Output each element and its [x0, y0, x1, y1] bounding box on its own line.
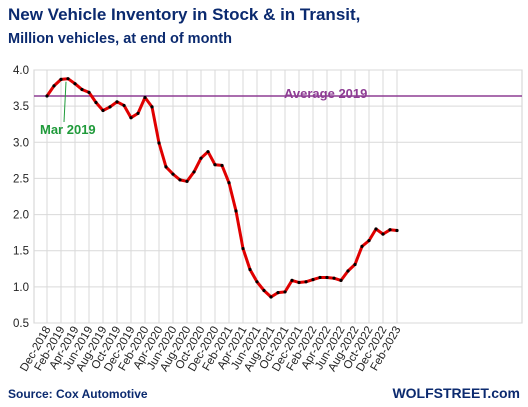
data-point	[101, 108, 105, 113]
data-point	[171, 172, 175, 176]
y-tick-label: 4.0	[13, 65, 29, 77]
y-tick-label: 1.5	[13, 246, 29, 258]
data-point	[157, 141, 161, 145]
data-point	[115, 100, 119, 104]
y-tick-label: 3.0	[13, 137, 29, 149]
data-point	[234, 209, 238, 213]
data-point	[388, 228, 392, 232]
data-point	[59, 77, 63, 81]
data-point	[346, 269, 350, 273]
data-point	[199, 156, 203, 160]
data-point	[94, 100, 98, 105]
y-tick-label: 2.5	[13, 173, 29, 185]
annotation-label: Mar 2019	[40, 122, 96, 137]
data-point	[241, 246, 245, 251]
data-point	[374, 227, 378, 231]
data-point	[297, 280, 301, 285]
series-group	[45, 77, 399, 299]
data-point	[290, 278, 294, 282]
data-point	[178, 178, 182, 182]
data-point	[192, 170, 196, 174]
y-axis: 0.5 1.0 1.5 2.0 2.5 3.0 3.5 4.0	[13, 65, 29, 330]
data-point	[108, 105, 112, 109]
series-line	[45, 77, 398, 299]
data-point	[52, 84, 56, 88]
data-point	[276, 291, 280, 295]
data-point	[353, 262, 357, 267]
reference-line-label: Average 2019	[284, 86, 367, 101]
data-point	[311, 278, 315, 282]
data-point	[339, 278, 343, 282]
data-point	[395, 228, 399, 233]
data-point	[318, 275, 322, 280]
data-point	[87, 90, 91, 95]
chart-title: New Vehicle Inventory in Stock & in Tran…	[8, 5, 360, 24]
reference-line-group: Average 2019	[34, 86, 522, 101]
data-point	[269, 295, 273, 299]
y-tick-label: 0.5	[13, 318, 29, 330]
data-point	[122, 103, 126, 108]
data-point	[73, 82, 77, 86]
data-point	[45, 94, 49, 98]
data-point	[255, 280, 259, 284]
brand-label: WOLFSTREET.com	[392, 385, 520, 401]
data-point	[227, 181, 231, 185]
data-point	[129, 116, 133, 120]
data-point	[213, 163, 217, 167]
y-tick-label: 1.0	[13, 282, 29, 294]
data-point	[143, 95, 147, 100]
data-point	[262, 288, 266, 293]
data-point	[304, 280, 308, 284]
data-point	[283, 290, 287, 294]
data-point	[66, 77, 70, 81]
data-point	[150, 105, 154, 109]
x-axis: Dec-2018Feb-2019Apr-2019Jun-2019Aug-2019…	[18, 325, 403, 374]
data-point	[248, 267, 252, 272]
data-point	[332, 276, 336, 280]
data-point	[381, 232, 385, 236]
y-tick-label: 2.0	[13, 210, 29, 222]
data-point	[325, 275, 329, 280]
gridlines	[33, 69, 523, 324]
data-point	[185, 179, 189, 183]
data-point	[360, 244, 364, 248]
annotation-group: Mar 2019	[40, 81, 96, 137]
source-note: Source: Cox Automotive	[8, 387, 148, 401]
chart-subtitle: Million vehicles, at end of month	[8, 31, 232, 47]
data-point	[136, 111, 140, 115]
data-point	[367, 238, 371, 243]
y-tick-label: 3.5	[13, 101, 29, 113]
data-point	[80, 87, 84, 92]
annotation-leader	[63, 81, 67, 123]
data-point	[164, 165, 168, 169]
data-point	[220, 163, 224, 168]
data-point	[206, 150, 210, 154]
